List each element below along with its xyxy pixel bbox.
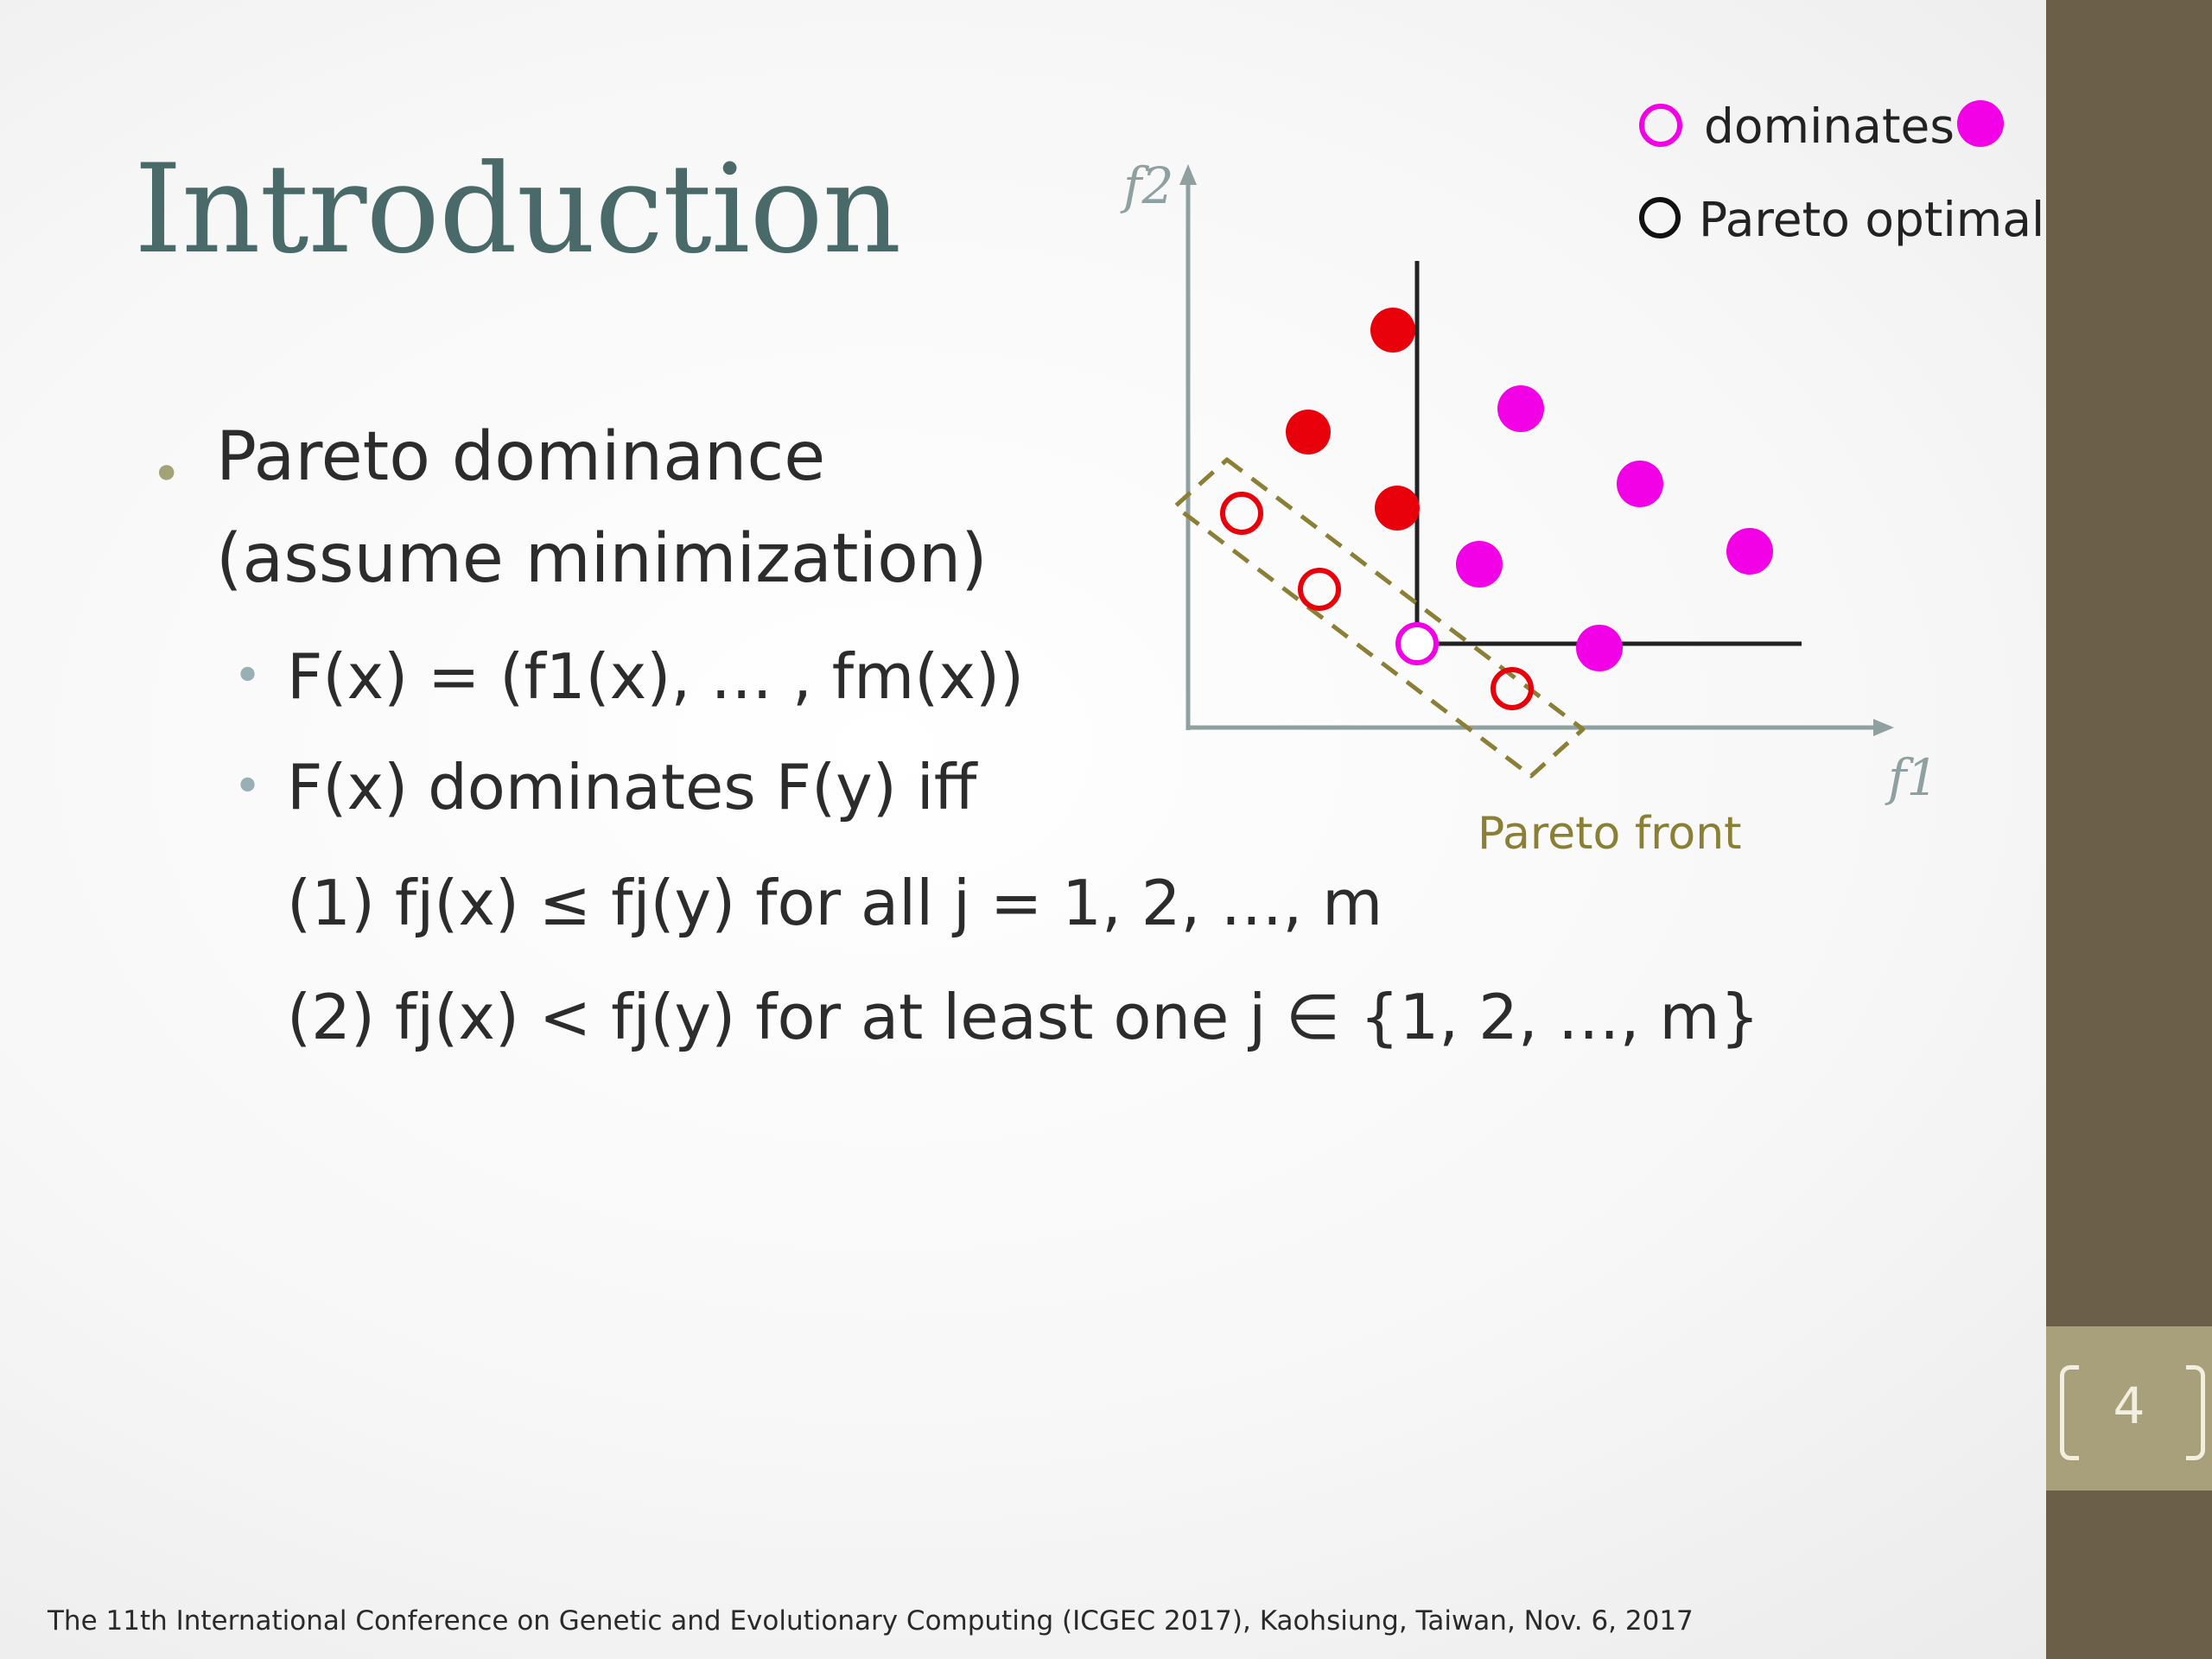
legend-dominates-label: dominates bbox=[1704, 99, 1955, 154]
condition-2: (2) fj(x) < fj(y) for at least one j ∈ {… bbox=[287, 981, 1760, 1053]
reference-hollow-point bbox=[1395, 622, 1439, 665]
magenta-filled-point bbox=[1576, 625, 1623, 671]
sub-bullet-function: • F(x) = (f1(x), … , fm(x)) bbox=[233, 638, 1024, 715]
legend-pareto-label: Pareto optimal bbox=[1699, 192, 2044, 247]
slide-footer: The 11th International Conference on Gen… bbox=[48, 1605, 1694, 1637]
bullet-line-2: (assume minimization) bbox=[216, 520, 988, 598]
left-bracket bbox=[2060, 1365, 2079, 1460]
x-axis-arrow-icon bbox=[1873, 719, 1894, 736]
pareto-diagram: f2 f1 dominates Pareto optimal Pareto fr… bbox=[1120, 99, 2044, 860]
pareto-optimal-point bbox=[1298, 568, 1341, 611]
red-filled-point bbox=[1375, 486, 1420, 531]
red-filled-point bbox=[1370, 308, 1415, 353]
magenta-filled-point bbox=[1726, 528, 1773, 575]
bullet-pareto-dominance: • Pareto dominance (assume minimization) bbox=[151, 406, 988, 610]
bullet-line-1: Pareto dominance bbox=[216, 418, 826, 496]
legend-filled-magenta-icon bbox=[1957, 100, 2004, 147]
sub-bullet-function-text: F(x) = (f1(x), … , fm(x)) bbox=[287, 640, 1025, 713]
y-axis-label: f2 bbox=[1120, 156, 1173, 215]
sub-bullet-dot-icon: • bbox=[233, 648, 263, 704]
x-axis-label: f1 bbox=[1885, 748, 1938, 807]
pareto-front-box bbox=[1173, 457, 1586, 779]
right-bracket bbox=[2186, 1365, 2205, 1460]
pareto-front-label: Pareto front bbox=[1478, 808, 1742, 860]
legend-hollow-magenta-icon bbox=[1639, 104, 1682, 147]
pareto-optimal-point bbox=[1220, 492, 1263, 535]
sub-bullet-dominates: • F(x) dominates F(y) iff bbox=[233, 748, 976, 826]
slide-title: Introduction bbox=[134, 138, 901, 281]
magenta-filled-point bbox=[1456, 541, 1503, 588]
page-number: 4 bbox=[2113, 1376, 2145, 1435]
y-axis-arrow-icon bbox=[1179, 164, 1197, 185]
condition-1: (1) fj(x) ≤ fj(y) for all j = 1, 2, …, m bbox=[287, 867, 1383, 939]
page-number-box: 4 bbox=[2046, 1326, 2212, 1491]
pareto-optimal-point bbox=[1491, 667, 1534, 710]
sub-bullet-dominates-text: F(x) dominates F(y) iff bbox=[287, 751, 977, 823]
magenta-filled-point bbox=[1497, 385, 1544, 432]
sub-bullet-dot-icon: • bbox=[233, 759, 263, 815]
bullet-dot-icon: • bbox=[151, 444, 182, 505]
red-filled-point bbox=[1286, 410, 1331, 454]
legend-hollow-black-icon bbox=[1639, 197, 1681, 238]
magenta-filled-point bbox=[1617, 461, 1663, 507]
